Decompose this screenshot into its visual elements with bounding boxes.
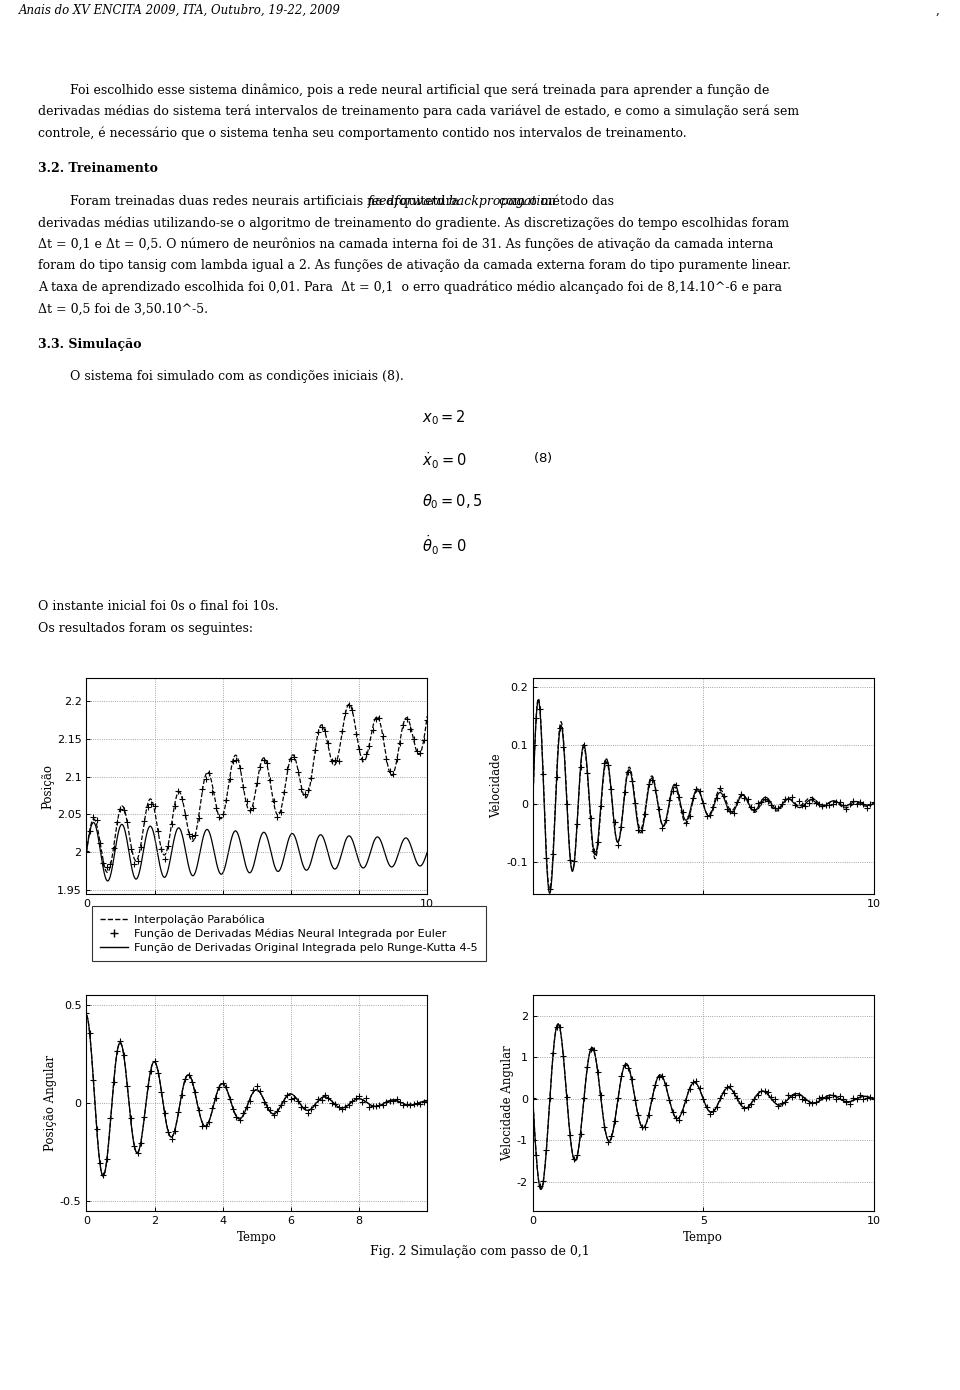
Text: $\dot{x}_0 = 0$: $\dot{x}_0 = 0$	[422, 450, 467, 471]
Text: ,: ,	[935, 3, 939, 17]
Text: 3.2. Treinamento: 3.2. Treinamento	[38, 161, 158, 175]
Y-axis label: Posição: Posição	[41, 763, 54, 809]
Text: feedforward backpropagation: feedforward backpropagation	[368, 195, 557, 207]
Text: Foram treinadas duas redes neurais artificiais na arquitetura: Foram treinadas duas redes neurais artif…	[38, 195, 464, 207]
Legend: Interpolação Parabólica, Função de Derivadas Médias Neural Integrada por Euler, : Interpolação Parabólica, Função de Deriv…	[92, 906, 486, 960]
Text: derivadas médias do sistema terá intervalos de treinamento para cada variável de: derivadas médias do sistema terá interva…	[38, 104, 800, 118]
Text: Fig. 2 Simulação com passo de 0,1: Fig. 2 Simulação com passo de 0,1	[371, 1245, 589, 1258]
Text: Δt = 0,5 foi de 3,50.10^-5.: Δt = 0,5 foi de 3,50.10^-5.	[38, 302, 208, 316]
Text: $x_0 = 2$: $x_0 = 2$	[422, 409, 467, 427]
Text: O sistema foi simulado com as condições iniciais (8).: O sistema foi simulado com as condições …	[38, 370, 404, 384]
Text: $(8)$: $(8)$	[533, 450, 552, 466]
X-axis label: Tempo: Tempo	[237, 1232, 276, 1244]
Text: A taxa de aprendizado escolhida foi 0,01. Para  Δt = 0,1  o erro quadrático médi: A taxa de aprendizado escolhida foi 0,01…	[38, 281, 782, 295]
Text: Foi escolhido esse sistema dinâmico, pois a rede neural artificial que será trei: Foi escolhido esse sistema dinâmico, poi…	[38, 83, 770, 97]
Text: Os resultados foram os seguintes:: Os resultados foram os seguintes:	[38, 621, 253, 635]
Y-axis label: Posição Angular: Posição Angular	[44, 1055, 58, 1151]
Text: foram do tipo tansig com lambda igual a 2. As funções de ativação da camada exte: foram do tipo tansig com lambda igual a …	[38, 259, 791, 272]
Y-axis label: Velocidade Angular: Velocidade Angular	[501, 1045, 514, 1161]
Text: controle, é necessário que o sistema tenha seu comportamento contido nos interva: controle, é necessário que o sistema ten…	[38, 126, 687, 140]
Text: O instante inicial foi 0s o final foi 10s.: O instante inicial foi 0s o final foi 10…	[38, 600, 279, 613]
Y-axis label: Velocidade: Velocidade	[491, 753, 504, 819]
Text: $\theta_0 = 0,5$: $\theta_0 = 0,5$	[422, 492, 483, 510]
X-axis label: Tempo: Tempo	[684, 1232, 723, 1244]
Text: 3.3. Simulação: 3.3. Simulação	[38, 338, 142, 350]
Text: $\dot{\theta}_0 = 0$: $\dot{\theta}_0 = 0$	[422, 534, 467, 557]
Text: com o método das: com o método das	[494, 195, 613, 207]
Text: Δt = 0,1 e Δt = 0,5. O número de neurônios na camada interna foi de 31. As funçõ: Δt = 0,1 e Δt = 0,5. O número de neurôni…	[38, 238, 774, 252]
Text: Anais do XV ENCITA 2009, ITA, Outubro, 19-22, 2009: Anais do XV ENCITA 2009, ITA, Outubro, 1…	[19, 3, 341, 17]
Text: derivadas médias utilizando-se o algoritmo de treinamento do gradiente. As discr: derivadas médias utilizando-se o algorit…	[38, 215, 789, 229]
